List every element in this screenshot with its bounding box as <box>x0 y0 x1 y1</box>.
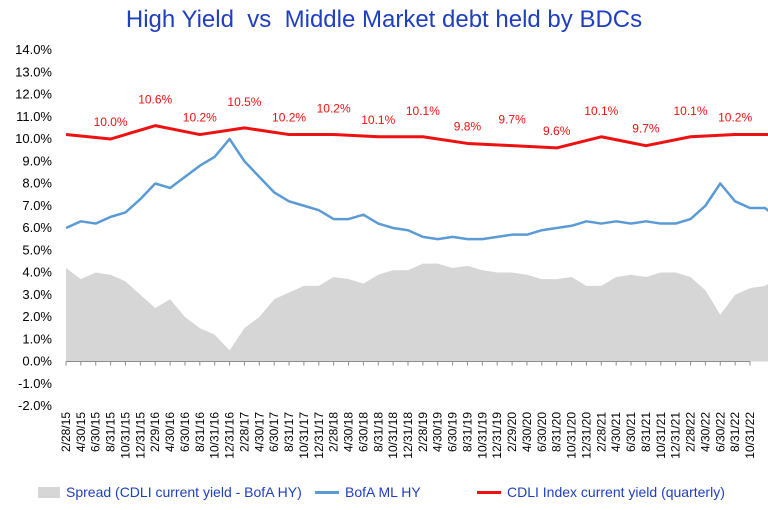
legend-item-bofa: BofA ML HY <box>315 484 421 500</box>
y-tick-label: 6.0% <box>22 220 52 235</box>
x-tick-label: 6/30/20 <box>535 412 549 452</box>
x-tick-label: 6/30/21 <box>624 412 638 452</box>
x-tick-label: 2/28/18 <box>327 412 341 452</box>
x-tick-label: 2/29/16 <box>148 412 162 452</box>
bofa-hy-line <box>65 137 768 241</box>
y-tick-label: -2.0% <box>18 398 52 413</box>
x-tick-label: 12/31/18 <box>401 412 415 459</box>
x-tick-label: 2/28/21 <box>594 412 608 452</box>
legend-label-spread: Spread (CDLI current yield - BofA HY) <box>66 484 302 500</box>
x-tick-label: 2/28/15 <box>59 412 73 452</box>
x-tick-label: 6/30/18 <box>356 412 370 452</box>
x-tick-label: 8/31/22 <box>728 412 742 452</box>
x-tick-label: 10/31/17 <box>297 412 311 459</box>
x-tick-label: 10/31/18 <box>386 412 400 459</box>
x-tick-label: 4/30/18 <box>342 412 356 452</box>
x-tick-label: 12/31/19 <box>490 412 504 459</box>
y-tick-label: 3.0% <box>22 287 52 302</box>
y-tick-label: 9.0% <box>22 153 52 168</box>
cdli-data-label: 9.7% <box>632 122 660 136</box>
x-tick-label: 8/31/16 <box>193 412 207 452</box>
x-tick-label: 10/31/21 <box>654 412 668 459</box>
x-tick-label: 2/29/20 <box>505 412 519 452</box>
x-tick-label: 8/31/17 <box>282 412 296 452</box>
x-tick-label: 2/28/19 <box>416 412 430 452</box>
x-tick-label: 8/31/18 <box>371 412 385 452</box>
cdli-data-label: 9.7% <box>498 113 526 127</box>
x-tick-label: 4/30/21 <box>609 412 623 452</box>
cdli-data-label: 10.1% <box>361 113 395 127</box>
y-tick-label: 10.0% <box>15 131 52 146</box>
cdli-line <box>65 124 768 150</box>
cdli-data-label: 9.8% <box>454 119 482 133</box>
spread-area <box>66 263 768 362</box>
cdli-data-label: 10.1% <box>406 104 440 118</box>
x-tick-label: 12/31/17 <box>312 412 326 459</box>
cdli-data-label: 10.6% <box>138 93 172 107</box>
x-tick-label: 10/31/19 <box>475 412 489 459</box>
y-tick-label: 1.0% <box>22 331 52 346</box>
y-tick-label: 14.0% <box>15 42 52 57</box>
x-tick-label: 6/30/16 <box>178 412 192 452</box>
legend-swatch-bofa <box>315 490 339 494</box>
cdli-data-label: 10.1% <box>674 104 708 118</box>
x-tick-label: 2/28/17 <box>237 412 251 452</box>
y-tick-label: 8.0% <box>22 176 52 191</box>
y-tick-label: -1.0% <box>18 376 52 391</box>
cdli-data-label: 10.5% <box>227 95 261 109</box>
y-tick-label: 4.0% <box>22 265 52 280</box>
x-tick-label: 10/31/20 <box>565 412 579 459</box>
x-tick-label: 8/31/15 <box>104 412 118 452</box>
x-tick-label: 8/31/20 <box>550 412 564 452</box>
legend-label-cdli: CDLI Index current yield (quarterly) <box>507 484 725 500</box>
x-tick-label: 12/31/21 <box>669 412 683 459</box>
x-tick-label: 12/31/20 <box>579 412 593 459</box>
x-tick-label: 6/30/19 <box>446 412 460 452</box>
cdli-data-label: 10.0% <box>94 115 128 129</box>
x-tick-label: 4/30/17 <box>252 412 266 452</box>
x-tick-label: 10/31/22 <box>743 412 757 459</box>
cdli-data-label: 10.2% <box>272 111 306 125</box>
x-tick-label: 2/28/22 <box>684 412 698 452</box>
x-tick-label: 6/30/17 <box>267 412 281 452</box>
legend-swatch-spread <box>38 486 60 498</box>
cdli-data-label: 10.2% <box>718 111 752 125</box>
legend-swatch-cdli <box>477 490 501 494</box>
chart: -2.0% -1.0% 0.0% 1.0% 2.0% 3.0% 4.0% 5.0% 6.0% 7.… <box>15 42 768 459</box>
x-tick-label: 4/30/19 <box>431 412 445 452</box>
y-tick-label: 2.0% <box>22 309 52 324</box>
cdli-data-label: 10.2% <box>183 111 217 125</box>
cdli-data-label: 9.6% <box>543 124 571 138</box>
x-tick-label: 4/30/22 <box>698 412 712 452</box>
x-tick-label: 6/30/15 <box>89 412 103 452</box>
y-tick-label: 13.0% <box>15 64 52 79</box>
x-tick-label: 8/31/19 <box>460 412 474 452</box>
x-tick-label: 4/30/15 <box>74 412 88 452</box>
legend-item-cdli: CDLI Index current yield (quarterly) <box>477 484 725 500</box>
y-tick-label: 11.0% <box>16 109 52 124</box>
x-tick-label: 10/31/15 <box>118 412 132 459</box>
x-tick-label: 10/31/16 <box>208 412 222 459</box>
x-tick-label: 6/30/22 <box>713 412 727 452</box>
x-tick-label: 12/31/15 <box>133 412 147 459</box>
y-tick-label: 7.0% <box>22 198 52 213</box>
legend-label-bofa: BofA ML HY <box>345 484 421 500</box>
x-tick-label: 8/31/21 <box>639 412 653 452</box>
legend: Spread (CDLI current yield - BofA HY) Bo… <box>0 484 768 504</box>
cdli-data-label: 10.2% <box>317 102 351 116</box>
x-tick-label: 4/30/16 <box>163 412 177 452</box>
y-tick-label: 5.0% <box>22 242 52 257</box>
x-tick-label: 12/31/16 <box>223 412 237 459</box>
legend-item-spread: Spread (CDLI current yield - BofA HY) <box>38 484 302 500</box>
chart-title: High Yield vs Middle Market debt held by… <box>125 6 643 33</box>
cdli-data-label: 10.1% <box>584 104 618 118</box>
y-tick-label: 12.0% <box>15 87 52 102</box>
y-tick-label: 0.0% <box>22 354 52 369</box>
x-tick-label: 4/30/20 <box>520 412 534 452</box>
